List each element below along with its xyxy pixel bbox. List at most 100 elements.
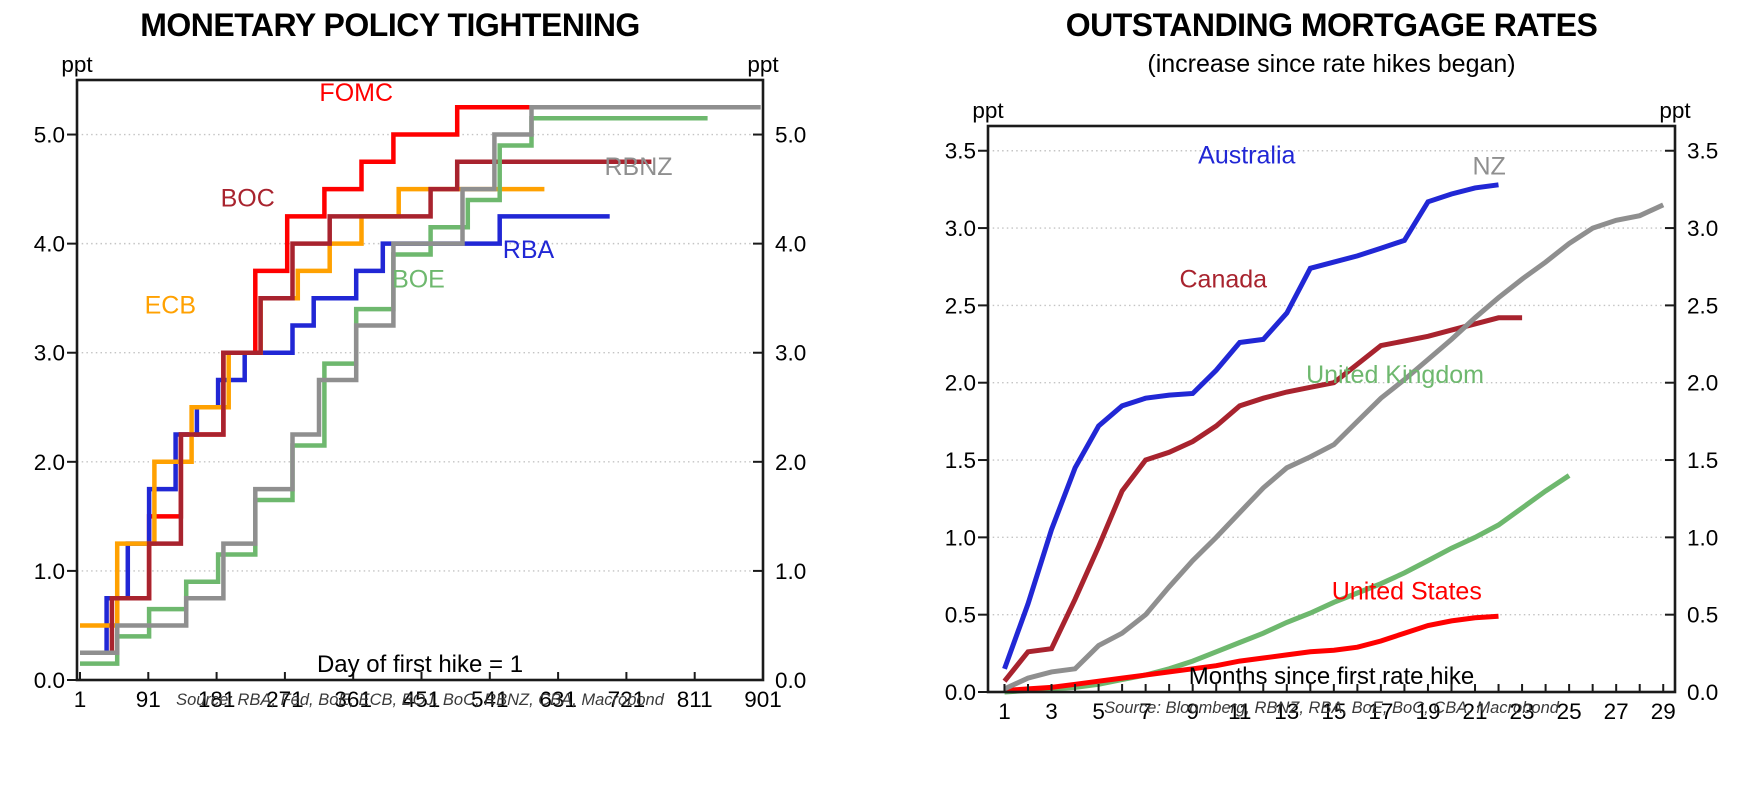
x-tick-label: 9 — [1186, 699, 1199, 724]
y-tick-label-left: 1.5 — [945, 448, 976, 473]
series-boe-line — [80, 115, 708, 666]
x-tick-label: 1 — [998, 699, 1011, 724]
series-lines — [1002, 182, 1665, 695]
y-tick-label-right: 1.5 — [1687, 448, 1718, 473]
x-tick-label: 901 — [744, 687, 782, 712]
x-tick-label: 21 — [1463, 699, 1488, 724]
y-tick-label-left: 1.0 — [34, 559, 65, 584]
series-united-states-line — [1004, 613, 1499, 693]
x-axis-title: Months since first rate hike — [1188, 663, 1475, 690]
gridlines — [988, 150, 1675, 693]
x-tick-label: 91 — [136, 687, 161, 712]
y-tick-label-left: 3.0 — [945, 216, 976, 241]
x-tick-label: 19 — [1415, 699, 1440, 724]
x-tick-label: 631 — [539, 687, 577, 712]
plot-frame — [986, 124, 1677, 694]
series-nz-line — [1003, 202, 1665, 692]
y-tick-label-left: 3.5 — [945, 139, 976, 164]
y-tick-label-left: 0.0 — [945, 680, 976, 705]
chart-title: OUTSTANDING MORTGAGE RATES — [1065, 7, 1598, 43]
series-label-australia: Australia — [1198, 142, 1295, 170]
y-tick-label-right: 2.5 — [1687, 293, 1718, 318]
x-tick-label: 271 — [266, 687, 304, 712]
chart-outstanding-mortgage-rates: OUTSTANDING MORTGAGE RATES (increase sin… — [871, 0, 1742, 806]
series-label-united-states: United States — [1332, 578, 1482, 606]
x-tick-label: 1 — [74, 687, 87, 712]
plot-frame — [75, 78, 765, 682]
x-tick-label: 3 — [1045, 699, 1058, 724]
series-label-boc: BOC — [221, 185, 275, 213]
unit-label-right: ppt — [747, 52, 779, 77]
x-tick-label: 27 — [1604, 699, 1629, 724]
series-rbnz-line — [80, 105, 761, 655]
series-united-kingdom-line — [1004, 473, 1571, 695]
monetary-policy-chart-canvas: 0.0 0.0 1.0 1.0 2.0 2.0 3.0 3.0 4.0 4.0 5.0 5.0 1 91 1… — [34, 52, 807, 712]
y-tick-label-right: 5.0 — [775, 123, 806, 148]
unit-label-left: ppt — [972, 98, 1004, 123]
x-axis-title: Day of first hike = 1 — [316, 651, 524, 678]
y-tick-label-right: 3.0 — [775, 341, 806, 366]
y-tick-label-left: 4.0 — [34, 232, 65, 257]
x-tick-label: 7 — [1139, 699, 1152, 724]
y-axis: 0.0 0.0 0.5 0.5 1.0 1.0 1.5 1.5 2.0 2.0 2.5 2.5 3.0 3… — [945, 139, 1719, 705]
y-tick-label-right: 1.0 — [1687, 525, 1718, 550]
chart-title: MONETARY POLICY TIGHTENING — [140, 7, 640, 43]
y-tick-label-right: 3.0 — [1687, 216, 1718, 241]
series-label-rbnz: RBNZ — [605, 153, 673, 181]
source-note: Source: RBA, Fed, BoE, ECB, BOJ, BoC, RB… — [176, 691, 664, 709]
series-rba-line — [80, 214, 610, 655]
x-tick-label: 451 — [403, 687, 441, 712]
y-tick-label-left: 3.0 — [34, 341, 65, 366]
x-tick-label: 361 — [334, 687, 372, 712]
y-tick-label-right: 0.5 — [1687, 603, 1718, 628]
chart-monetary-policy-tightening: MONETARY POLICY TIGHTENING 0.0 0.0 1.0 1.0 2… — [34, 7, 807, 712]
y-tick-label-left: 0.5 — [945, 603, 976, 628]
unit-label-left: ppt — [61, 52, 93, 77]
series-label-rba: RBA — [503, 236, 555, 264]
series-label-canada: Canada — [1179, 265, 1267, 293]
series-label-nz: NZ — [1472, 152, 1505, 180]
y-tick-label-left: 2.5 — [945, 293, 976, 318]
x-tick-label: 541 — [471, 687, 509, 712]
y-tick-label-left: 1.0 — [945, 525, 976, 550]
x-tick-label: 15 — [1321, 699, 1346, 724]
series-label-ecb: ECB — [145, 292, 196, 320]
source-note: Source: Bloomberg, RBNZ, RBA, BoE, BoC, … — [1104, 699, 1559, 717]
y-tick-label-right: 4.0 — [775, 232, 806, 257]
x-tick-label: 17 — [1368, 699, 1393, 724]
series-labels: FOMC BOC ECB RBA BOE RBNZ — [145, 79, 673, 320]
series-lines — [80, 105, 761, 666]
y-axis: 0.0 0.0 1.0 1.0 2.0 2.0 3.0 3.0 4.0 4.0 5.0 5.0 — [34, 123, 807, 693]
y-tick-label-right: 0.0 — [775, 668, 806, 693]
x-tick-label: 13 — [1274, 699, 1299, 724]
x-tick-label: 721 — [608, 687, 646, 712]
y-tick-label-right: 2.0 — [1687, 371, 1718, 396]
x-tick-label: 25 — [1557, 699, 1582, 724]
mortgage-rates-chart-canvas: 0.0 0.0 0.5 0.5 1.0 1.0 1.5 1.5 2.0 2.0 2.5 2.5 3.0 3… — [945, 98, 1719, 724]
x-tick-label: 11 — [1228, 699, 1251, 724]
y-tick-label-right: 3.5 — [1687, 139, 1718, 164]
x-tick-label: 5 — [1092, 699, 1105, 724]
x-tick-label: 29 — [1651, 699, 1676, 724]
x-tick-label: 23 — [1510, 699, 1535, 724]
series-australia-line — [1002, 182, 1499, 670]
x-tick-label: 181 — [198, 687, 236, 712]
y-tick-label-right: 2.0 — [775, 450, 806, 475]
y-tick-label-left: 2.0 — [34, 450, 65, 475]
x-axis: 1 91 181 271 361 451 541 631 721 811 901 — [74, 672, 782, 712]
series-boc-line — [80, 159, 652, 655]
x-axis: 1 3 5 7 9 11 13 15 17 19 21 23 25 27 29 — [998, 684, 1676, 724]
y-tick-label-left: 0.0 — [34, 668, 65, 693]
y-tick-label-left: 2.0 — [945, 371, 976, 396]
series-label-boe: BOE — [392, 265, 445, 293]
unit-label-right: ppt — [1659, 98, 1691, 123]
y-tick-label-right: 0.0 — [1687, 680, 1718, 705]
series-labels: Australia NZ Canada United Kingdom United St… — [1179, 142, 1505, 606]
y-tick-label-right: 1.0 — [775, 559, 806, 584]
series-label-united-kingdom: United Kingdom — [1306, 361, 1484, 389]
series-canada-line — [1002, 315, 1523, 683]
y-tick-label-left: 5.0 — [34, 123, 65, 148]
chart-subtitle: (increase since rate hikes began) — [1147, 50, 1516, 78]
series-label-fomc: FOMC — [319, 79, 393, 107]
